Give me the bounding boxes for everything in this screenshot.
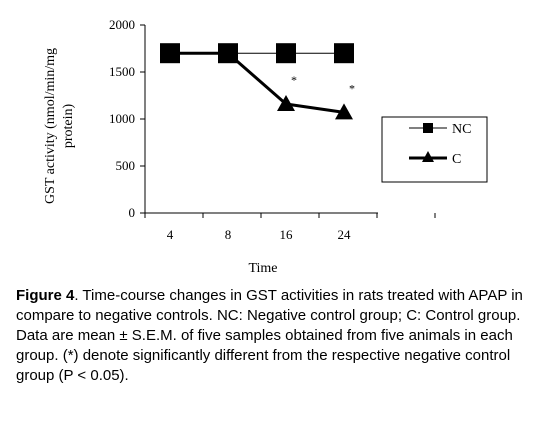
legend: NC C bbox=[381, 116, 488, 183]
y-axis-title-line-1: GST activity (nmol/min/mg bbox=[43, 48, 58, 204]
figure-caption: Figure 4. Time-course changes in GST act… bbox=[16, 286, 546, 386]
data-point-nc bbox=[276, 43, 296, 64]
data-point-c bbox=[161, 44, 179, 61]
series-layer bbox=[160, 43, 354, 120]
data-point-c bbox=[335, 103, 353, 120]
y-axis-title: GST activity (nmol/min/mg protein) bbox=[43, 48, 76, 204]
significance-marker: * bbox=[291, 73, 297, 87]
x-axis-title: Time bbox=[248, 261, 277, 276]
legend-marker-c bbox=[422, 151, 434, 162]
data-point-c bbox=[219, 44, 237, 61]
data-point-c bbox=[277, 94, 295, 111]
gst-chart: GST activity (nmol/min/mg protein) Time … bbox=[43, 17, 488, 276]
x-tick-label: 4 bbox=[167, 227, 174, 242]
x-tick-label: 24 bbox=[338, 227, 352, 242]
annotations: ** bbox=[291, 73, 355, 95]
data-point-nc bbox=[334, 43, 354, 64]
legend-marker-nc bbox=[423, 123, 433, 133]
y-tick-label: 2000 bbox=[109, 17, 135, 32]
significance-marker: * bbox=[349, 81, 355, 95]
y-tick-label: 0 bbox=[129, 205, 136, 220]
figure-label: Figure 4 bbox=[16, 287, 75, 304]
x-tick-label: 16 bbox=[280, 227, 294, 242]
series-line-c bbox=[170, 51, 345, 114]
legend-label-nc: NC bbox=[452, 122, 471, 137]
y-ticks: 0 500 1000 1500 2000 bbox=[109, 17, 145, 220]
x-tick-label: 8 bbox=[225, 227, 232, 242]
y-tick-label: 1000 bbox=[109, 111, 135, 126]
legend-label-c: C bbox=[452, 152, 461, 167]
y-tick-label: 500 bbox=[116, 158, 136, 173]
y-tick-label: 1500 bbox=[109, 64, 135, 79]
figure-caption-text: . Time-course changes in GST activities … bbox=[16, 287, 523, 384]
x-ticks: 4 8 16 24 bbox=[144, 213, 436, 242]
y-axis-title-line-2: protein) bbox=[61, 104, 76, 149]
